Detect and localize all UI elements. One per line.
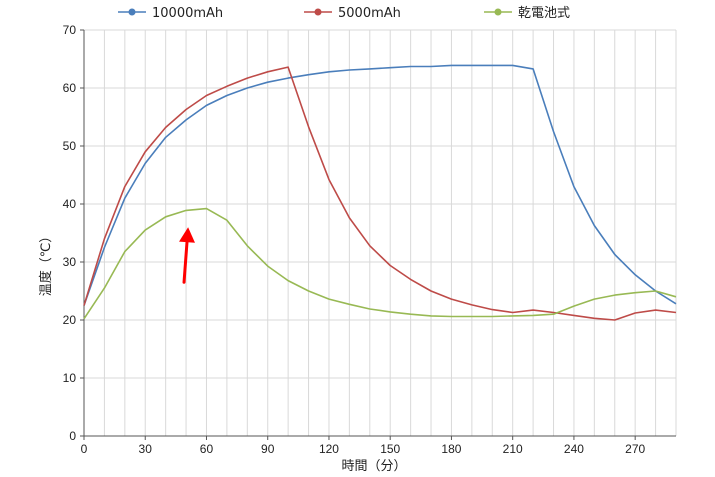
series-lines bbox=[83, 64, 677, 321]
legend-label: 10000mAh bbox=[152, 6, 223, 21]
legend-label: 5000mAh bbox=[338, 6, 401, 21]
legend: 10000mAh 5000mAh 乾電池式 bbox=[118, 6, 570, 21]
annotation bbox=[179, 227, 195, 284]
y-tick-label: 70 bbox=[63, 23, 77, 37]
y-tick-label: 30 bbox=[63, 255, 77, 269]
y-tick-label: 60 bbox=[63, 81, 77, 95]
legend-marker bbox=[494, 8, 502, 16]
y-tick-label: 10 bbox=[63, 371, 77, 385]
y-tick-label: 20 bbox=[63, 313, 77, 327]
legend-marker bbox=[128, 8, 136, 16]
y-tick-label: 40 bbox=[63, 197, 77, 211]
x-tick-label: 150 bbox=[380, 442, 400, 456]
y-tick-label: 0 bbox=[69, 429, 76, 443]
legend-marker bbox=[314, 8, 322, 16]
tick-labels: 0 30 60 90 120 150 180 210 240 270 0 10 20 30 40 50 60 70 bbox=[63, 23, 646, 456]
x-tick-label: 60 bbox=[200, 442, 214, 456]
x-tick-label: 180 bbox=[441, 442, 461, 456]
x-tick-label: 270 bbox=[625, 442, 645, 456]
y-axis-label: 温度（℃） bbox=[38, 230, 54, 297]
y-tick-label: 50 bbox=[63, 139, 77, 153]
x-tick-label: 210 bbox=[503, 442, 523, 456]
x-axis-label: 時間（分） bbox=[341, 459, 406, 474]
series-line-3 bbox=[83, 207, 677, 320]
x-tick-label: 240 bbox=[564, 442, 584, 456]
x-tick-label: 0 bbox=[81, 442, 88, 456]
grid bbox=[84, 29, 677, 436]
x-tick-label: 90 bbox=[261, 442, 275, 456]
axes bbox=[80, 29, 676, 440]
x-tick-label: 30 bbox=[139, 442, 153, 456]
series-line-1 bbox=[83, 64, 677, 306]
annotation-arrow-head bbox=[179, 227, 195, 243]
series-line-2 bbox=[83, 66, 677, 321]
x-tick-label: 120 bbox=[319, 442, 339, 456]
legend-label: 乾電池式 bbox=[518, 6, 570, 21]
annotation-arrow-shaft bbox=[182, 240, 189, 284]
